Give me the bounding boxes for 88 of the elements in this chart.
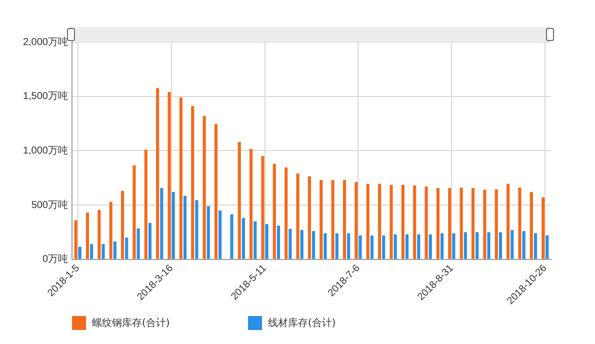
legend-label: 螺纹钢库存(合计): [92, 316, 170, 330]
bar: [331, 180, 334, 259]
bar: [179, 97, 182, 259]
bar: [148, 222, 152, 259]
bar: [518, 188, 522, 259]
bar: [324, 233, 327, 259]
bar: [464, 232, 467, 259]
bar: [272, 164, 276, 259]
bar: [74, 220, 78, 259]
bar: [401, 184, 404, 259]
bar: [487, 232, 490, 259]
bar: [78, 246, 82, 259]
bar: [405, 234, 409, 259]
bar: [136, 228, 140, 259]
bar: [476, 232, 479, 259]
bar: [342, 180, 346, 259]
bar: [428, 234, 432, 259]
bar: [206, 206, 210, 259]
bar: [394, 234, 397, 259]
bar: [358, 235, 362, 259]
y-tick-label: 500万吨: [31, 198, 68, 211]
y-tick-label: 1,000万吨: [22, 144, 68, 156]
bar: [184, 196, 187, 259]
bar: [530, 192, 533, 259]
bar: [506, 184, 510, 259]
bar: [308, 176, 311, 259]
bar: [296, 173, 300, 259]
bar: [510, 230, 514, 259]
bar: [156, 88, 160, 259]
bar: [113, 241, 116, 259]
bar: [195, 200, 198, 259]
bar: [276, 226, 280, 259]
bar: [354, 182, 358, 259]
bar: [335, 233, 338, 259]
bar: [288, 228, 292, 259]
bar: [261, 156, 264, 259]
bar: [370, 235, 374, 259]
bar: [238, 142, 241, 259]
bar: [86, 212, 90, 259]
bar: [494, 189, 498, 259]
bar: [214, 124, 218, 259]
bar: [498, 232, 502, 259]
bar: [534, 233, 538, 259]
bar: [436, 188, 440, 259]
bar: [312, 231, 316, 259]
bar: [440, 233, 444, 259]
bar: [424, 186, 428, 259]
bar: [172, 192, 175, 259]
y-tick-label: 1,500万吨: [22, 90, 68, 102]
bar: [413, 185, 416, 259]
bar: [120, 190, 124, 259]
bar: [265, 224, 268, 259]
bar: [125, 238, 128, 259]
y-tick-label: 0万吨: [42, 253, 68, 266]
bar: [390, 184, 393, 259]
bar: [448, 188, 452, 259]
bar: [230, 214, 234, 259]
legend-label: 线材库存(合计): [268, 316, 336, 330]
bar: [90, 244, 94, 259]
bar: [300, 230, 304, 259]
bar: [546, 235, 549, 259]
bar: [347, 233, 350, 259]
bar: [471, 188, 475, 259]
bar: [483, 190, 486, 259]
bar: [218, 210, 222, 259]
bar: [168, 92, 171, 259]
y-tick-label: 2,000万吨: [22, 36, 68, 48]
bar: [542, 197, 545, 259]
bar: [382, 235, 386, 259]
bar: [242, 218, 245, 259]
bar: [250, 149, 253, 259]
bar: [522, 231, 526, 259]
bar: [132, 165, 136, 259]
bar: [417, 234, 420, 259]
bar: [160, 188, 164, 259]
bar: [460, 188, 463, 259]
bar: [144, 150, 148, 259]
bar: [284, 168, 288, 259]
bar: [254, 221, 257, 259]
bar: [452, 233, 456, 259]
bar: [320, 180, 323, 259]
bar: [202, 116, 206, 259]
bar: [98, 210, 101, 259]
bar: [102, 244, 105, 259]
bar: [366, 184, 370, 259]
bar: [191, 106, 194, 259]
bar: [378, 184, 382, 259]
bar: [109, 202, 112, 259]
